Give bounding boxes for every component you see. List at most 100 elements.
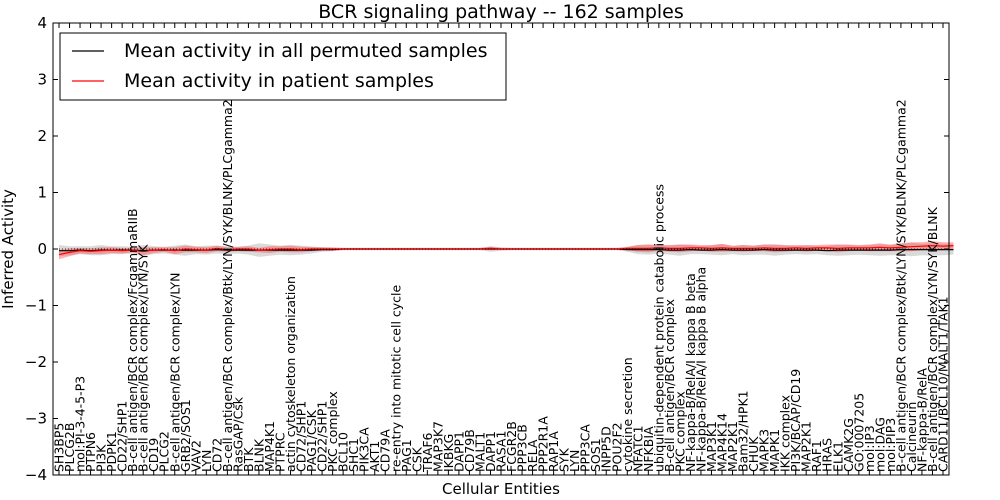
x-category-label: ubiquitin-dependent protein catabolic pr…: [651, 184, 666, 472]
x-category-label: SOS1: [588, 438, 603, 472]
x-category-label: SYK: [557, 447, 572, 472]
x-category-label: Calcineurin: [904, 402, 919, 472]
y-tick-label: 2: [37, 127, 47, 145]
x-category-label: actin cytoskeleton organization: [283, 276, 298, 472]
x-category-label: NF-kappa-B/RelA/I kappa B beta: [683, 273, 698, 472]
x-category-label: CD72: [209, 438, 224, 472]
x-category-label: PKC complex: [672, 391, 687, 472]
x-category-label: RAF1: [809, 440, 824, 472]
x-category-label: mol:DAG: [872, 417, 887, 472]
x-category-label: mol:PIP3: [883, 418, 898, 472]
x-category-label: NF-kappa-B/RelA/I kappa B alpha: [694, 267, 709, 472]
x-category-label: B-cell antigen/BCR complex/FcgammaRIIB: [125, 208, 140, 472]
x-category-label: BLNK: [252, 438, 267, 472]
x-category-label: cytokine secretion: [620, 357, 635, 472]
x-category-label: MAP2K1: [799, 421, 814, 472]
x-category-label: PPP3CA: [578, 424, 593, 472]
x-category-label: INPP5D: [599, 426, 614, 472]
x-category-label: GO:0007205: [851, 393, 866, 472]
x-category-label: PAG1/CSK: [304, 409, 319, 472]
x-category-label: DAPP1: [451, 431, 466, 472]
y-tick-label: −3: [25, 410, 47, 428]
x-category-label: PTPN6: [83, 432, 98, 472]
legend-label-permuted: Mean activity in all permuted samples: [124, 40, 487, 62]
x-category-label: MAP4K14: [715, 413, 730, 472]
x-category-label: PTPRC: [273, 432, 288, 472]
legend-label-patient: Mean activity in patient samples: [124, 70, 434, 92]
x-category-label: PLCG2B: [62, 423, 77, 472]
x-category-label: CD79A: [378, 429, 393, 472]
x-category-label: SHC1: [346, 438, 361, 472]
x-category-label: MALT1: [473, 432, 488, 472]
x-category-label: FCGR2B: [504, 421, 519, 472]
x-category-label: CHUK: [746, 436, 761, 472]
legend-box: [59, 32, 507, 101]
x-category-label: B-cell antigen/BCR complex: [662, 299, 677, 472]
x-category-label: MAPK3: [757, 429, 772, 472]
x-category-label: MAP2K1: [725, 421, 740, 472]
x-category-label: CARD11/BCL10/MALT1/TAK1: [936, 296, 951, 472]
chart-title: BCR signaling pathway -- 162 samples: [318, 1, 684, 23]
x-category-label: MAP4K1: [262, 421, 277, 472]
x-category-label: MAP3K1: [704, 421, 719, 472]
y-tick-label: −2: [25, 353, 47, 371]
x-category-label: MAPK1: [767, 429, 782, 472]
legend: Mean activity in all permuted samples Me…: [59, 32, 507, 101]
x-category-label: IKBKG: [441, 434, 456, 472]
x-category-label: mol:IP3: [862, 425, 877, 472]
x-category-label: mol:PI-3-4-5-P3: [73, 376, 88, 472]
y-tick-label: −1: [25, 297, 47, 315]
x-category-label: RasGAP/Csk: [230, 396, 245, 472]
x-category-label: NFKBIA: [641, 426, 656, 472]
x-category-label: TRAF6: [420, 432, 435, 473]
x-category-label: ELK1: [830, 441, 845, 472]
x-category-label: re-entry into mitotic cell cycle: [388, 284, 403, 472]
x-category-label: CD19: [146, 438, 161, 472]
x-category-label: MAP3K7: [430, 421, 445, 472]
x-category-label: PPP2R1A: [536, 416, 551, 472]
y-tick-label: 1: [37, 184, 47, 202]
x-category-label: PPP3CB: [515, 424, 530, 472]
x-category-label: PI3K/BCAP/CD19: [788, 369, 803, 472]
x-category-label: SH3BP5: [52, 423, 67, 472]
x-category-label: B-cell antigen/BCR complex/Btk/LYN/SYK/B…: [220, 99, 235, 472]
y-tick-label: 4: [37, 14, 47, 32]
x-category-label: NFATC1: [630, 425, 645, 472]
x-category-label: POU2F2: [609, 422, 624, 472]
x-category-label: GRB2/SOS1: [178, 399, 193, 472]
x-category-label: B-cell antigen/BCR complex/LYN: [167, 273, 182, 473]
x-category-label: CD79B: [462, 429, 477, 472]
x-category-label: B-cell antigen/BCR complex/LYN/SYK: [136, 244, 151, 472]
x-category-label: RASA1: [494, 431, 509, 472]
y-tick-label: −4: [25, 466, 47, 484]
x-category-label: CD22/SHP1: [115, 401, 130, 472]
x-category-label: IKK complex: [778, 395, 793, 472]
x-category-label: PDPK1: [104, 431, 119, 472]
x-category-label: HRAS: [820, 438, 835, 472]
x-category-label: PLCG2: [157, 431, 172, 472]
x-category-label: B-cell antigen/BCR complex/LYN/SYK/BLNK: [925, 206, 940, 472]
permuted-band: [59, 242, 954, 257]
x-category-label: CAMK2G: [841, 418, 856, 472]
patient-band: [59, 241, 954, 260]
x-category-label: CD22/SHP1: [315, 401, 330, 472]
y-tick-label: 3: [37, 71, 47, 89]
x-category-label: AKT1: [367, 441, 382, 472]
x-category-label: PKC complex: [325, 391, 340, 472]
x-axis-label: Cellular Entities: [442, 480, 560, 498]
y-tick-label: 0: [37, 240, 47, 258]
plot-frame: [52, 22, 950, 476]
x-category-label: RELA: [525, 439, 540, 472]
x-category-label: DAPP1: [483, 431, 498, 472]
x-category-label: BCL10: [336, 432, 351, 472]
x-category-label: VAV2: [188, 440, 203, 472]
x-category-label: RAP1A: [546, 431, 561, 472]
y-axis-label: Inferred Activity: [0, 189, 17, 309]
x-category-label: NF-kappa-B/RelA: [915, 368, 930, 472]
x-category-label: BTK: [241, 447, 256, 472]
x-category-label: B-cell antigen/BCR complex/Btk/LYN/SYK/B…: [893, 99, 908, 472]
x-category-label: CSK: [409, 446, 424, 472]
x-category-label: PIK3CA: [357, 427, 372, 472]
x-category-label: CD72/SHP1: [294, 401, 309, 472]
